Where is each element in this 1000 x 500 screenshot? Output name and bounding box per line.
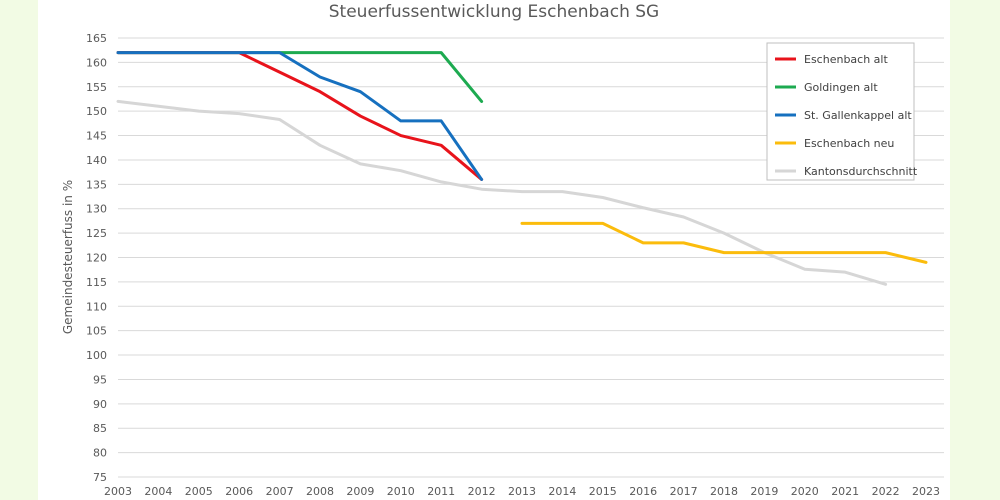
y-tick-label: 165 <box>86 32 107 45</box>
x-tick-label: 2013 <box>508 485 536 498</box>
chart-panel: Steuerfussentwicklung Eschenbach SG Geme… <box>38 0 950 500</box>
x-tick-label: 2019 <box>750 485 778 498</box>
x-tick-label: 2014 <box>548 485 576 498</box>
x-tick-label: 2010 <box>387 485 415 498</box>
x-tick-label: 2005 <box>185 485 213 498</box>
series-line <box>116 99 888 286</box>
series-line <box>520 221 928 264</box>
y-tick-label: 105 <box>86 325 107 338</box>
x-tick-label: 2016 <box>629 485 657 498</box>
series-lines <box>116 51 928 286</box>
y-axis-title: Gemeindesteuerfuss in % <box>61 180 75 334</box>
y-tick-label: 135 <box>86 178 107 191</box>
x-tick-label: 2009 <box>346 485 374 498</box>
legend-label: St. Gallenkappel alt <box>804 109 912 122</box>
chart-title: Steuerfussentwicklung Eschenbach SG <box>329 2 659 22</box>
y-tick-label: 85 <box>93 422 107 435</box>
x-tick-label: 2020 <box>791 485 819 498</box>
x-tick-label: 2012 <box>468 485 496 498</box>
y-tick-label: 140 <box>86 154 107 167</box>
y-tick-label: 110 <box>86 300 107 313</box>
y-tick-label: 90 <box>93 398 107 411</box>
x-tick-label: 2015 <box>589 485 617 498</box>
x-tick-label: 2018 <box>710 485 738 498</box>
series-line <box>116 51 484 181</box>
y-tick-label: 115 <box>86 276 107 289</box>
x-tick-label: 2011 <box>427 485 455 498</box>
x-tick-label: 2004 <box>144 485 172 498</box>
y-tick-label: 120 <box>86 252 107 265</box>
x-tick-label: 2022 <box>872 485 900 498</box>
y-tick-label: 150 <box>86 105 107 118</box>
y-tick-label: 95 <box>93 373 107 386</box>
x-tick-label: 2017 <box>670 485 698 498</box>
legend-box <box>766 42 915 181</box>
legend-label: Eschenbach neu <box>804 137 894 150</box>
y-tick-label: 100 <box>86 349 107 362</box>
y-tick-label: 80 <box>93 447 107 460</box>
y-tick-label: 75 <box>93 471 107 484</box>
line-chart: Steuerfussentwicklung Eschenbach SG Geme… <box>61 2 944 498</box>
y-tick-label: 160 <box>86 56 107 69</box>
y-tick-label: 125 <box>86 227 107 240</box>
y-tick-label: 130 <box>86 203 107 216</box>
y-tick-label: 145 <box>86 130 107 143</box>
x-tick-label: 2021 <box>831 485 859 498</box>
x-tick-label: 2003 <box>104 485 132 498</box>
x-tick-label: 2007 <box>266 485 294 498</box>
x-tick-label: 2008 <box>306 485 334 498</box>
x-tick-label: 2006 <box>225 485 253 498</box>
x-tick-labels: 2003 2004 2005 2006 2007 2008 2009 2010 2011 2012… <box>104 485 940 498</box>
y-tick-labels: 75 80 85 90 95 100 105 110 115 120 125 130 135 140 145… <box>86 32 107 484</box>
legend-label: Kantonsdurchschnitt <box>804 165 918 178</box>
x-tick-label: 2023 <box>912 485 940 498</box>
series-line <box>116 51 484 103</box>
legend-label: Goldingen alt <box>804 81 878 94</box>
legend: Eschenbach alt Goldingen alt St. Gallenkap… <box>766 42 918 181</box>
y-tick-label: 155 <box>86 81 107 94</box>
legend-label: Eschenbach alt <box>804 53 888 66</box>
